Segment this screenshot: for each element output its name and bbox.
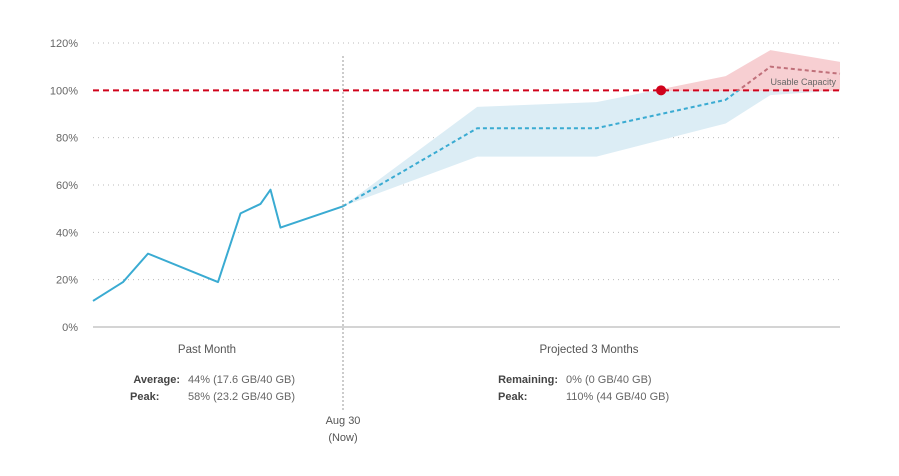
- series-lines: [92, 65, 841, 302]
- now-date-label: Aug 30: [326, 415, 361, 427]
- projection-band-area: [343, 91, 831, 207]
- y-tick-label: 60%: [56, 180, 78, 192]
- y-tick-label: 80%: [56, 133, 78, 145]
- y-axis: 120% 100% 80% 60% 40% 20% 0%: [50, 38, 78, 334]
- past-average-value: 44% (17.6 GB/40 GB): [188, 374, 295, 386]
- y-tick-label: 40%: [56, 227, 78, 239]
- past-average-key: Average:: [133, 374, 180, 386]
- projection-band: [343, 50, 840, 207]
- over-capacity-band-area: [651, 50, 840, 91]
- projected-peak-key: Peak:: [498, 391, 527, 403]
- past-peak-value: 58% (23.2 GB/40 GB): [188, 391, 295, 403]
- grid-lines: [93, 42, 840, 328]
- now-sub-label: (Now): [328, 432, 357, 444]
- projected-peak-value: 110% (44 GB/40 GB): [566, 391, 669, 403]
- projected-label: Projected 3 Months: [539, 344, 638, 356]
- usable-capacity-label: Usable Capacity: [770, 77, 836, 87]
- projected-usage-line: [342, 91, 740, 208]
- past-peak-key: Peak:: [130, 391, 159, 403]
- y-tick-label: 120%: [50, 38, 78, 50]
- y-tick-label: 20%: [56, 275, 78, 287]
- past-month-label: Past Month: [178, 344, 236, 356]
- capacity-reached-marker: [656, 85, 667, 96]
- past-usage-line: [92, 188, 344, 302]
- y-tick-label: 100%: [50, 85, 78, 97]
- projected-remaining-value: 0% (0 GB/40 GB): [566, 374, 652, 386]
- markers: [656, 85, 667, 96]
- projected-remaining-key: Remaining:: [498, 374, 558, 386]
- y-tick-label: 0%: [62, 322, 78, 334]
